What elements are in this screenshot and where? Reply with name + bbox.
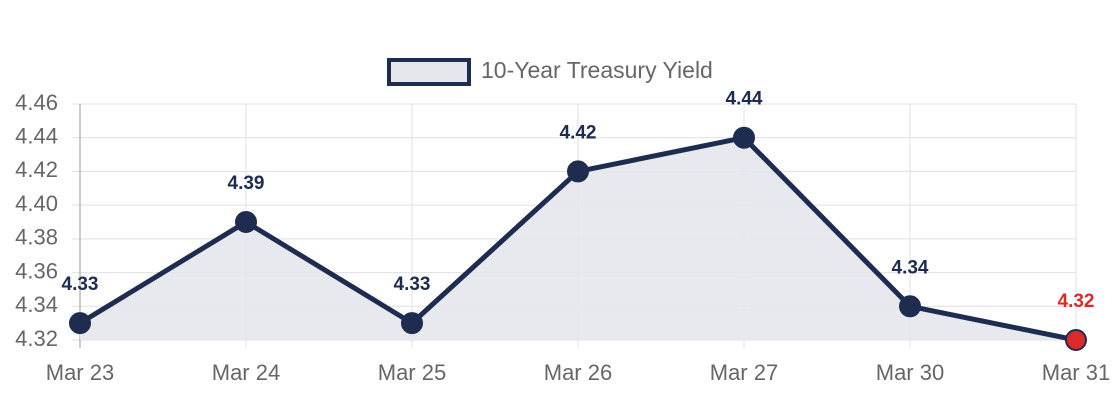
point [899, 295, 921, 318]
data-label: 4.33 [394, 274, 431, 295]
point [1065, 329, 1087, 351]
y-tick-label: 4.42 [15, 157, 58, 182]
x-tick-label: Mar 31 [1042, 360, 1110, 385]
x-tick-label: Mar 27 [710, 360, 778, 385]
x-tick-label: Mar 23 [46, 360, 114, 385]
legend-swatch [387, 58, 471, 86]
data-label: 4.39 [228, 173, 265, 194]
y-tick-label: 4.36 [15, 258, 58, 283]
data-label: 4.44 [726, 89, 763, 110]
x-tick-label: Mar 24 [212, 360, 280, 385]
x-tick-label: Mar 30 [876, 360, 944, 385]
data-label: 4.32 [1058, 291, 1095, 312]
data-label: 4.34 [892, 257, 929, 278]
point [69, 312, 91, 335]
x-tick-label: Mar 25 [378, 360, 446, 385]
y-tick-label: 4.38 [15, 225, 58, 250]
y-tick-label: 4.32 [15, 326, 58, 351]
data-label: 4.33 [62, 274, 99, 295]
y-tick-label: 4.46 [15, 90, 58, 115]
point [567, 160, 589, 183]
y-tick-label: 4.34 [15, 292, 58, 317]
point [733, 126, 755, 149]
data-label: 4.42 [560, 122, 597, 143]
point [401, 312, 423, 335]
y-tick-label: 4.40 [15, 191, 58, 216]
x-tick-label: Mar 26 [544, 360, 612, 385]
point [235, 211, 257, 233]
y-tick-label: 4.44 [15, 124, 58, 149]
area [80, 137, 1076, 340]
legend-label: 10-Year Treasury Yield [481, 57, 713, 83]
